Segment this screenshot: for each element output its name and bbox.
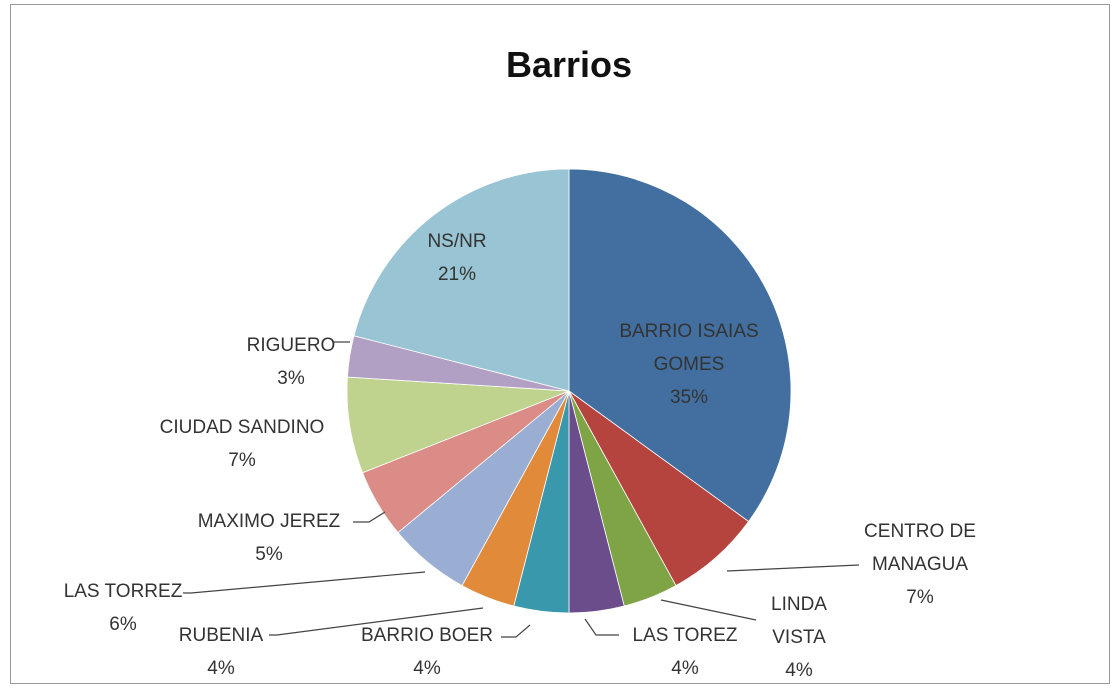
leader-line xyxy=(183,571,426,594)
slice-percent: 21% xyxy=(438,264,476,285)
leader-line xyxy=(660,599,757,621)
slice-name: CIUDAD SANDINO xyxy=(160,417,325,438)
leader-line xyxy=(353,511,386,523)
slice-percent: 7% xyxy=(228,450,256,471)
slice-percent: 4% xyxy=(413,658,441,679)
slice-percent: 4% xyxy=(671,658,699,679)
slice-percent: 6% xyxy=(109,614,137,635)
slice-percent: 3% xyxy=(277,368,305,389)
leader-line xyxy=(584,618,619,636)
slice-name: LINDA xyxy=(771,594,827,615)
slice-percent: 4% xyxy=(207,658,235,679)
chart-title: Barrios xyxy=(506,44,632,85)
slice-labels: BARRIO ISAIAS GOMES 35% CENTRO DE MANAGUA 7% L… xyxy=(64,231,976,681)
leader-line xyxy=(501,624,531,638)
slice-name: NS/NR xyxy=(427,231,486,252)
leader-line xyxy=(726,564,860,572)
slice-label: RIGUERO 3% xyxy=(247,335,336,389)
slice-label: LINDA VISTA 4% xyxy=(771,594,827,681)
slice-name: VISTA xyxy=(772,627,826,648)
slice-percent: 35% xyxy=(670,387,708,408)
slice-name: LAS TORREZ xyxy=(64,581,183,602)
slice-name: BARRIO BOER xyxy=(361,625,493,646)
chart-frame: Barrios BARRIO ISAIAS GOMES 35% CENTRO DE MA… xyxy=(10,4,1110,684)
slice-percent: 5% xyxy=(255,544,283,565)
slice-label: LAS TORREZ 6% xyxy=(64,581,183,635)
leader-line xyxy=(269,607,484,636)
slice-name: RUBENIA xyxy=(179,625,264,646)
slice-percent: 4% xyxy=(785,660,813,681)
slice-label: LAS TOREZ 4% xyxy=(633,625,738,679)
slice-name: LAS TOREZ xyxy=(633,625,738,646)
slice-percent: 7% xyxy=(906,587,934,608)
pie-slice xyxy=(568,168,792,523)
slice-name: CENTRO DE xyxy=(864,521,976,542)
slice-label: CENTRO DE MANAGUA 7% xyxy=(864,521,976,608)
pie-slice xyxy=(353,168,570,392)
leader-lines xyxy=(183,341,860,638)
slice-name: MAXIMO JEREZ xyxy=(198,511,341,532)
slice-name: MANAGUA xyxy=(872,554,968,575)
slice-label: MAXIMO JEREZ 5% xyxy=(198,511,341,565)
slice-name: GOMES xyxy=(654,354,725,375)
slice-name: BARRIO ISAIAS xyxy=(619,321,758,342)
slice-label: RUBENIA 4% xyxy=(179,625,264,679)
slice-label: BARRIO BOER 4% xyxy=(361,625,493,679)
pie-slices xyxy=(346,168,792,614)
slice-label: NS/NR 21% xyxy=(427,231,486,285)
slice-label: CIUDAD SANDINO 7% xyxy=(160,417,325,471)
pie-chart: Barrios BARRIO ISAIAS GOMES 35% CENTRO DE MA… xyxy=(64,44,976,681)
slice-name: RIGUERO xyxy=(247,335,336,356)
slice-label: BARRIO ISAIAS GOMES 35% xyxy=(619,321,758,408)
